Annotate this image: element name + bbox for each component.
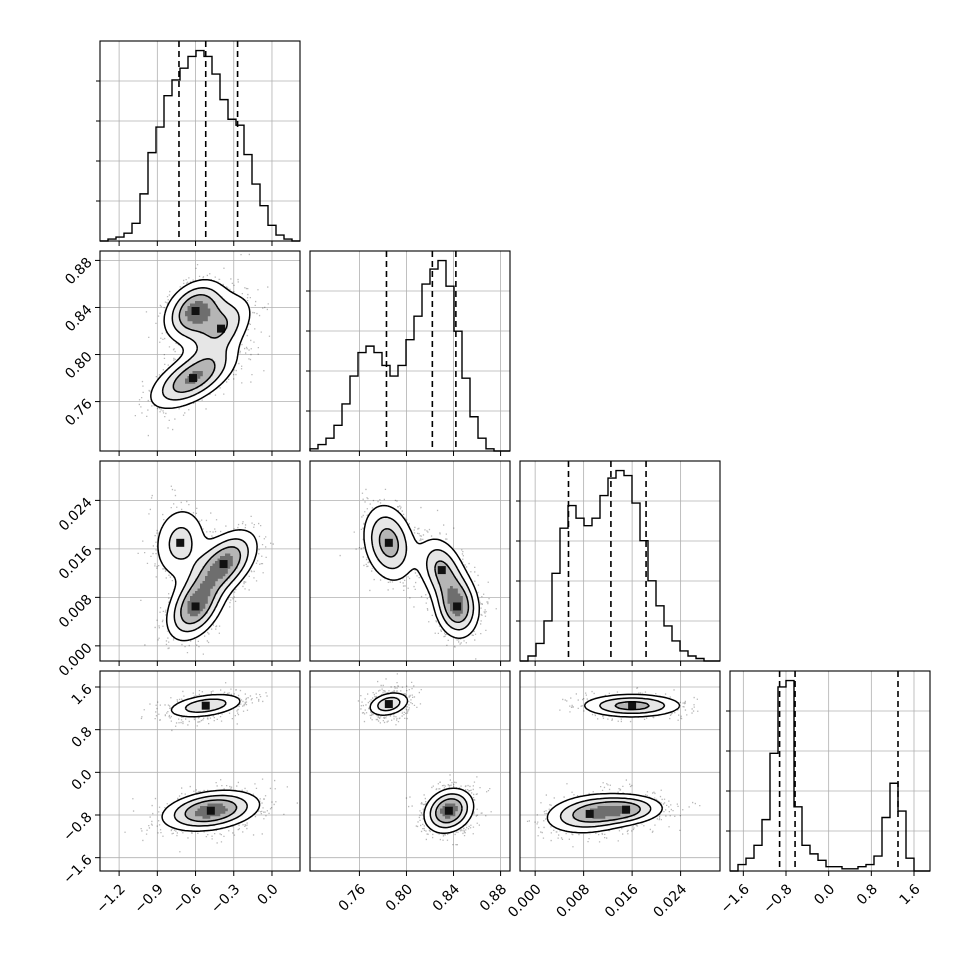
x-tick-label: 0.0 — [811, 881, 838, 908]
density-peak — [585, 809, 594, 818]
density-level-4 — [587, 806, 631, 819]
x-tick-label: −1.6 — [718, 881, 753, 916]
x-tick-label: −0.8 — [760, 881, 795, 916]
density-level-3 — [380, 528, 468, 622]
x-tick-label: 0.80 — [383, 881, 416, 914]
x-tick-label: 0.016 — [602, 881, 642, 921]
density-peak — [206, 806, 215, 815]
histogram-panel-1 — [100, 41, 300, 242]
histogram-panel-3 — [520, 461, 720, 662]
density-peak — [217, 324, 226, 333]
contour-line — [572, 700, 650, 823]
y-tick-label: 0.008 — [56, 592, 96, 632]
density-peak — [188, 374, 197, 383]
contour-line — [370, 516, 475, 631]
density-panel-3-4 — [526, 687, 701, 848]
y-tick-label: 0.84 — [62, 302, 95, 335]
histogram-steps — [520, 469, 720, 662]
x-tick-label: −1.2 — [93, 881, 128, 916]
density-level-4 — [187, 553, 233, 617]
histogram-panel-2 — [309, 251, 510, 452]
contour-line — [180, 546, 242, 625]
y-tick-label: −1.6 — [60, 852, 95, 887]
panel-frame — [309, 670, 511, 872]
density-peak — [384, 538, 393, 547]
histogram-steps — [309, 259, 510, 452]
y-tick-label: 0.0 — [69, 767, 96, 794]
contour-line — [173, 698, 249, 827]
y-tick-label: −0.8 — [60, 809, 95, 844]
density-level-4 — [185, 301, 211, 384]
density-peak — [444, 806, 453, 815]
y-tick-label: 0.000 — [56, 640, 96, 680]
density-peak — [219, 560, 228, 569]
histogram-steps — [100, 49, 300, 242]
density-panel-2-3 — [339, 488, 497, 660]
density-level-1 — [547, 693, 681, 834]
y-tick-label: 0.76 — [62, 396, 95, 429]
histogram-steps — [730, 679, 930, 872]
density-panel-1-4 — [124, 682, 299, 853]
y-tick-label: 0.80 — [62, 349, 95, 382]
density-peak — [191, 307, 200, 315]
contour-line — [161, 693, 261, 832]
x-tick-label: 0.024 — [651, 881, 691, 921]
density-peak — [453, 602, 462, 611]
y-tick-label: 1.6 — [69, 681, 96, 708]
scatter-points — [526, 687, 701, 848]
panel-frame — [519, 460, 721, 662]
contour-line — [157, 511, 258, 642]
panel-frame — [99, 40, 301, 242]
contour-line — [150, 278, 251, 410]
x-tick-label: 0.84 — [430, 881, 463, 914]
panel-frame — [99, 460, 301, 662]
panel-frame — [309, 460, 511, 662]
contour-line — [546, 693, 681, 834]
contour-line — [559, 697, 666, 828]
panel-frame — [519, 670, 721, 872]
density-peak — [437, 566, 446, 575]
x-tick-label: 0.008 — [554, 881, 594, 921]
density-peak — [384, 700, 393, 709]
panel-frame — [309, 250, 511, 452]
contour-line — [434, 798, 463, 824]
x-tick-label: 0.8 — [854, 881, 881, 908]
y-tick-label: 0.8 — [69, 724, 96, 751]
density-panel-2-4 — [357, 673, 492, 846]
histogram-panel-4 — [730, 671, 930, 872]
density-peak — [622, 805, 631, 814]
density-peak — [176, 538, 185, 547]
panel-frame — [99, 250, 301, 452]
contour-line — [363, 504, 481, 639]
contour-line — [172, 294, 229, 393]
density-level-2 — [377, 698, 468, 829]
y-tick-label: 0.016 — [56, 543, 96, 583]
contour-line — [376, 696, 469, 829]
density-peak — [191, 602, 200, 611]
contour-line — [161, 287, 240, 401]
contour-line — [184, 799, 238, 823]
x-tick-label: 0.0 — [255, 881, 282, 908]
panel-frame — [99, 670, 301, 872]
y-tick-label: 0.88 — [62, 255, 95, 288]
x-tick-label: 1.6 — [897, 881, 924, 908]
density-panel-1-3 — [137, 485, 274, 655]
contour-line — [369, 692, 475, 834]
x-tick-label: −0.6 — [170, 881, 205, 916]
x-tick-label: 0.000 — [505, 881, 545, 921]
contour-line — [378, 527, 470, 624]
density-peak — [201, 701, 210, 710]
x-tick-label: 0.76 — [336, 881, 369, 914]
x-tick-label: −0.9 — [132, 881, 167, 916]
density-peak — [628, 701, 637, 710]
x-tick-label: −0.3 — [208, 881, 243, 916]
y-tick-label: 0.024 — [56, 495, 96, 535]
density-panel-1-2 — [134, 253, 271, 437]
contour-line — [168, 526, 249, 633]
panel-frame — [729, 670, 931, 872]
scatter-points — [339, 488, 497, 660]
